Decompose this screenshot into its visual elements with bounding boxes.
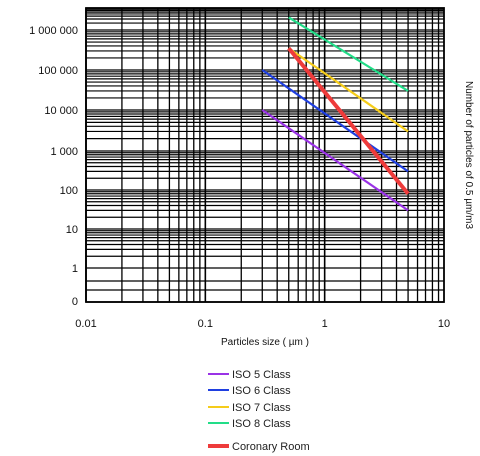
series-lines: [261, 16, 410, 212]
grid: [85, 7, 444, 303]
y-tick-label: 0: [72, 296, 78, 308]
y-tick-label: 1: [72, 263, 78, 275]
series-line-coronary-room: [287, 46, 410, 196]
x-axis-label: Particles size ( µm ): [221, 337, 309, 348]
x-tick-label: 0.01: [75, 318, 96, 330]
legend-label: ISO 6 Class: [232, 385, 291, 397]
x-tick-label: 0.1: [198, 318, 213, 330]
legend-label: ISO 7 Class: [232, 402, 291, 414]
plot-border: [85, 7, 445, 303]
y-tick-label: 10: [66, 224, 78, 236]
legend-label: ISO 5 Class: [232, 369, 291, 381]
series-line-iso-8-class: [288, 16, 409, 92]
y-tick-label: 10 000: [44, 105, 78, 117]
series-line-iso-5-class: [261, 109, 409, 212]
legend-label: Coronary Room: [232, 441, 310, 453]
x-tick-label: 10: [438, 318, 450, 330]
y-tick-label: 100: [60, 185, 78, 197]
y-tick-label: 1 000: [50, 146, 78, 158]
plot-frame: [85, 7, 445, 303]
legend: ISO 5 Class ISO 6 Class ISO 7 Class ISO 8 C…: [208, 369, 310, 453]
x-tick-label: 1: [322, 318, 328, 330]
y-axis-label: Number of particles of 0.5 µm/m3: [463, 81, 474, 229]
y-tick-label: 1 000 000: [29, 25, 78, 37]
legend-label: ISO 8 Class: [232, 418, 291, 430]
y-tick-label: 100 000: [38, 65, 78, 77]
series-line-iso-6-class: [261, 69, 409, 173]
series-line-iso-7-class: [288, 47, 409, 133]
